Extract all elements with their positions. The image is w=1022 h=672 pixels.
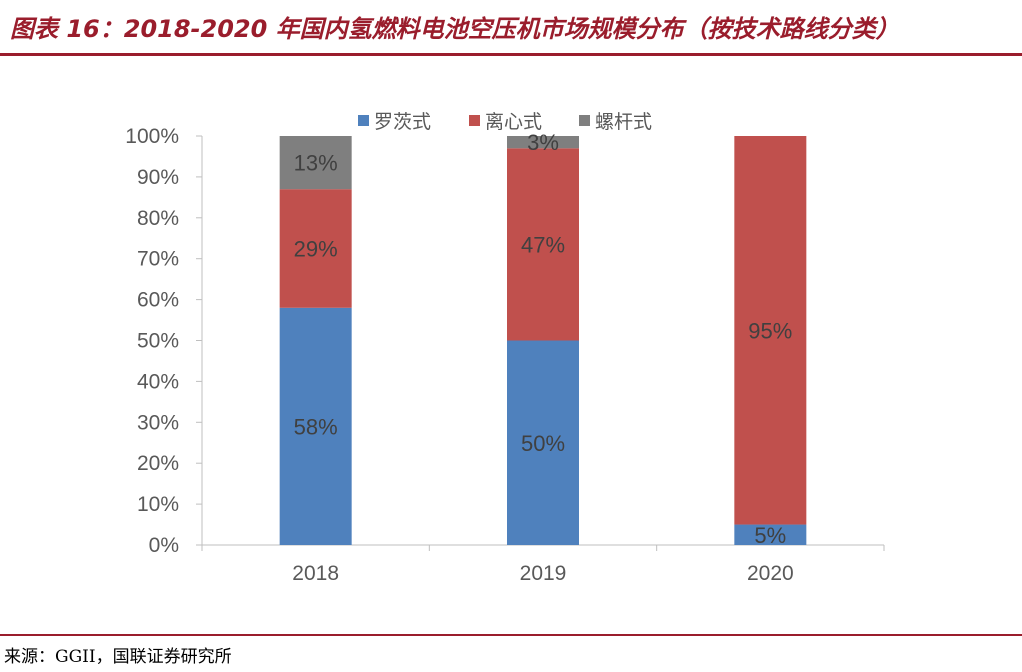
x-tick-label: 2019 [520,562,567,585]
legend-swatch [469,115,480,126]
y-tick-label: 100% [125,125,179,148]
legend: 罗茨式 离心式 螺杆式 [358,111,652,133]
data-label: 58% [294,414,338,439]
title-divider [0,53,1022,56]
y-tick-label: 70% [137,248,179,271]
y-tick-label: 80% [137,207,179,230]
legend-label: 螺杆式 [595,111,652,133]
data-label: 47% [521,232,565,257]
y-tick-label: 30% [137,411,179,434]
bar-segment [279,307,352,545]
data-label: 95% [748,318,792,343]
legend-swatch [358,115,369,126]
y-tick-label: 20% [137,452,179,475]
bar-segment [734,136,807,525]
legend-label: 离心式 [485,111,542,133]
legend-swatch [579,115,590,126]
y-tick-label: 40% [137,370,179,393]
chart-title: 图表 16：2018-2020 年国内氢燃料电池空压机市场规模分布（按技术路线分… [10,15,900,43]
x-tick-label: 2018 [292,562,339,585]
stacked-bar-chart: 罗茨式 离心式 螺杆式 0% 10% 20% 30% 40% 50% 60% 70% 80% 90% 1… [125,111,885,585]
footer-divider [0,634,1022,636]
y-tick-label: 0% [149,534,179,557]
data-label: 29% [294,236,338,261]
y-tick-label: 60% [137,289,179,312]
bars [279,136,807,545]
y-tick-label: 90% [137,166,179,189]
legend-label: 罗茨式 [374,111,431,133]
data-labels: 58% 29% 13% 50% 47% 3% 5% 95% [294,130,793,548]
y-axis: 0% 10% 20% 30% 40% 50% 60% 70% 80% 90% 100% [125,125,203,557]
y-tick-label: 10% [137,493,179,516]
data-label: 13% [294,151,338,176]
source-note: 来源：GGII，国联证券研究所 [4,647,232,667]
bar-segment [734,524,807,545]
bar-segment [507,148,579,341]
data-label: 50% [521,431,565,456]
data-label: 5% [754,523,786,548]
bar-segment [279,189,352,308]
bar-segment [279,136,352,190]
data-label: 3% [527,130,559,155]
bar-segment [507,340,579,545]
bar-segment [507,136,579,149]
x-axis: 2018 2019 2020 [201,544,885,585]
y-tick-label: 50% [137,330,179,353]
x-tick-label: 2020 [747,562,794,585]
